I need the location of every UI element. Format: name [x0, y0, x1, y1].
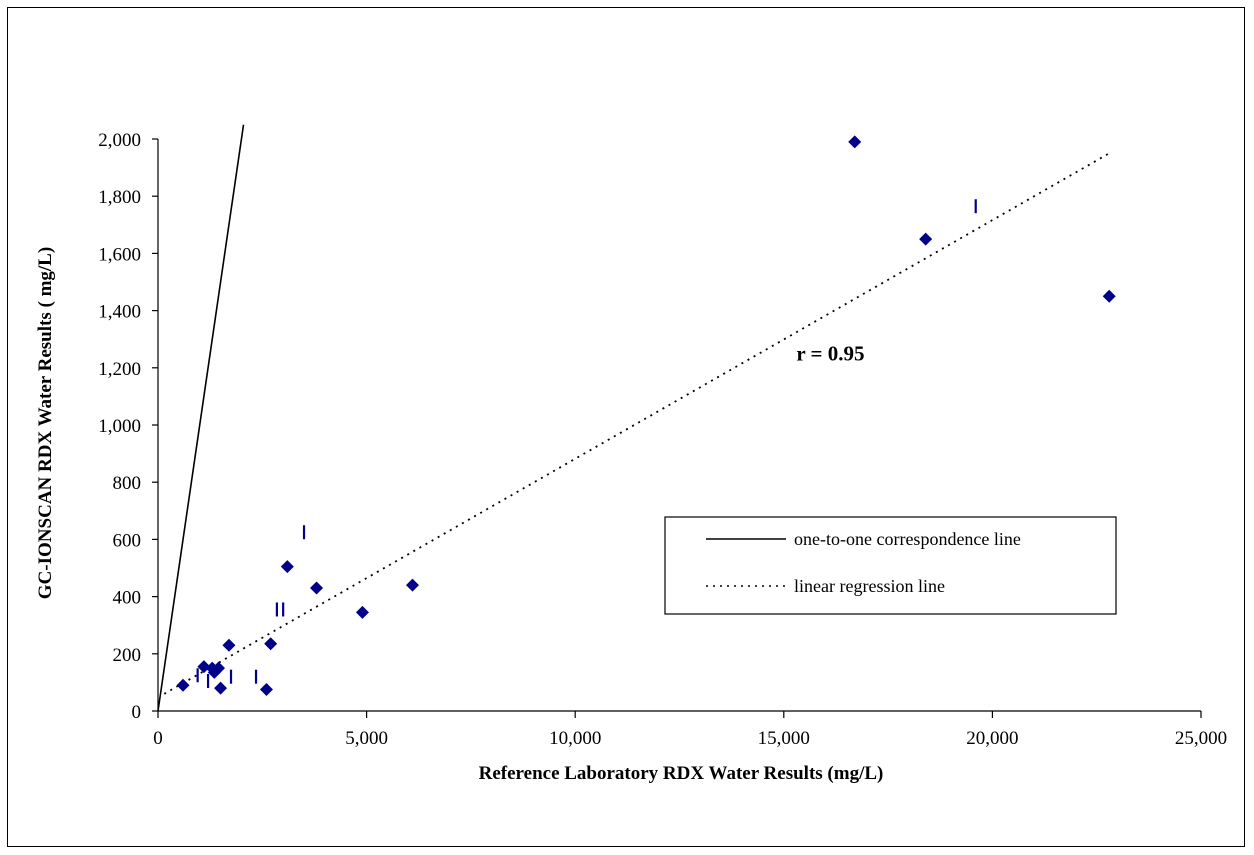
x-axis-title: Reference Laboratory RDX Water Results (… [479, 763, 884, 784]
y-tick-label: 1,200 [98, 359, 141, 380]
data-point-diamond [264, 637, 278, 651]
y-tick-label: 600 [113, 530, 142, 551]
y-tick-label: 2,000 [98, 130, 141, 151]
x-tick-label: 20,000 [966, 728, 1018, 749]
y-tick-label: 400 [113, 588, 142, 609]
data-point-diamond [919, 232, 933, 246]
data-point-diamond [405, 578, 419, 592]
data-point-diamond [259, 683, 273, 697]
data-point-diamond [214, 681, 228, 695]
x-tick-label: 5,000 [345, 728, 388, 749]
correlation-annotation: r = 0.95 [796, 342, 864, 366]
data-point-diamond [222, 638, 236, 652]
x-tick-label: 0 [153, 728, 163, 749]
tick-labels: 0 200 400 600 800 1,000 1,200 1,400 1,600 1,800 2,… [98, 130, 1227, 749]
y-tick-label: 200 [113, 645, 142, 666]
legend-label-regression: linear regression line [794, 576, 945, 596]
y-tick-label: 800 [113, 473, 142, 494]
one-to-one-line [157, 124, 245, 712]
x-tick-label: 10,000 [549, 728, 601, 749]
y-tick-label: 1,000 [98, 416, 141, 437]
y-tick-label: 1,800 [98, 187, 141, 208]
y-axis-title: GC-IONSCAN RDX Water Results ( mg/L) [35, 247, 56, 599]
data-point-diamond [310, 581, 324, 595]
y-tick-label: 0 [132, 702, 142, 723]
chart-frame [7, 7, 1245, 847]
legend-box [664, 516, 1117, 615]
legend: one-to-one correspondence line linear re… [664, 516, 1117, 615]
x-tick-label: 15,000 [758, 728, 810, 749]
trend-lines [157, 124, 1110, 712]
data-point-diamond [211, 661, 225, 675]
axes [152, 138, 1202, 718]
data-point-diamond [1102, 289, 1116, 303]
data-point-diamond [280, 560, 294, 574]
y-tick-label: 1,400 [98, 302, 141, 323]
y-tick-label: 1,600 [98, 244, 141, 265]
data-point-diamond [197, 660, 211, 674]
legend-label-one-to-one: one-to-one correspondence line [794, 529, 1021, 549]
x-tick-label: 25,000 [1175, 728, 1227, 749]
data-points [176, 135, 1116, 697]
data-point-diamond [355, 605, 369, 619]
data-point-diamond [176, 678, 190, 692]
data-point-diamond [848, 135, 862, 149]
